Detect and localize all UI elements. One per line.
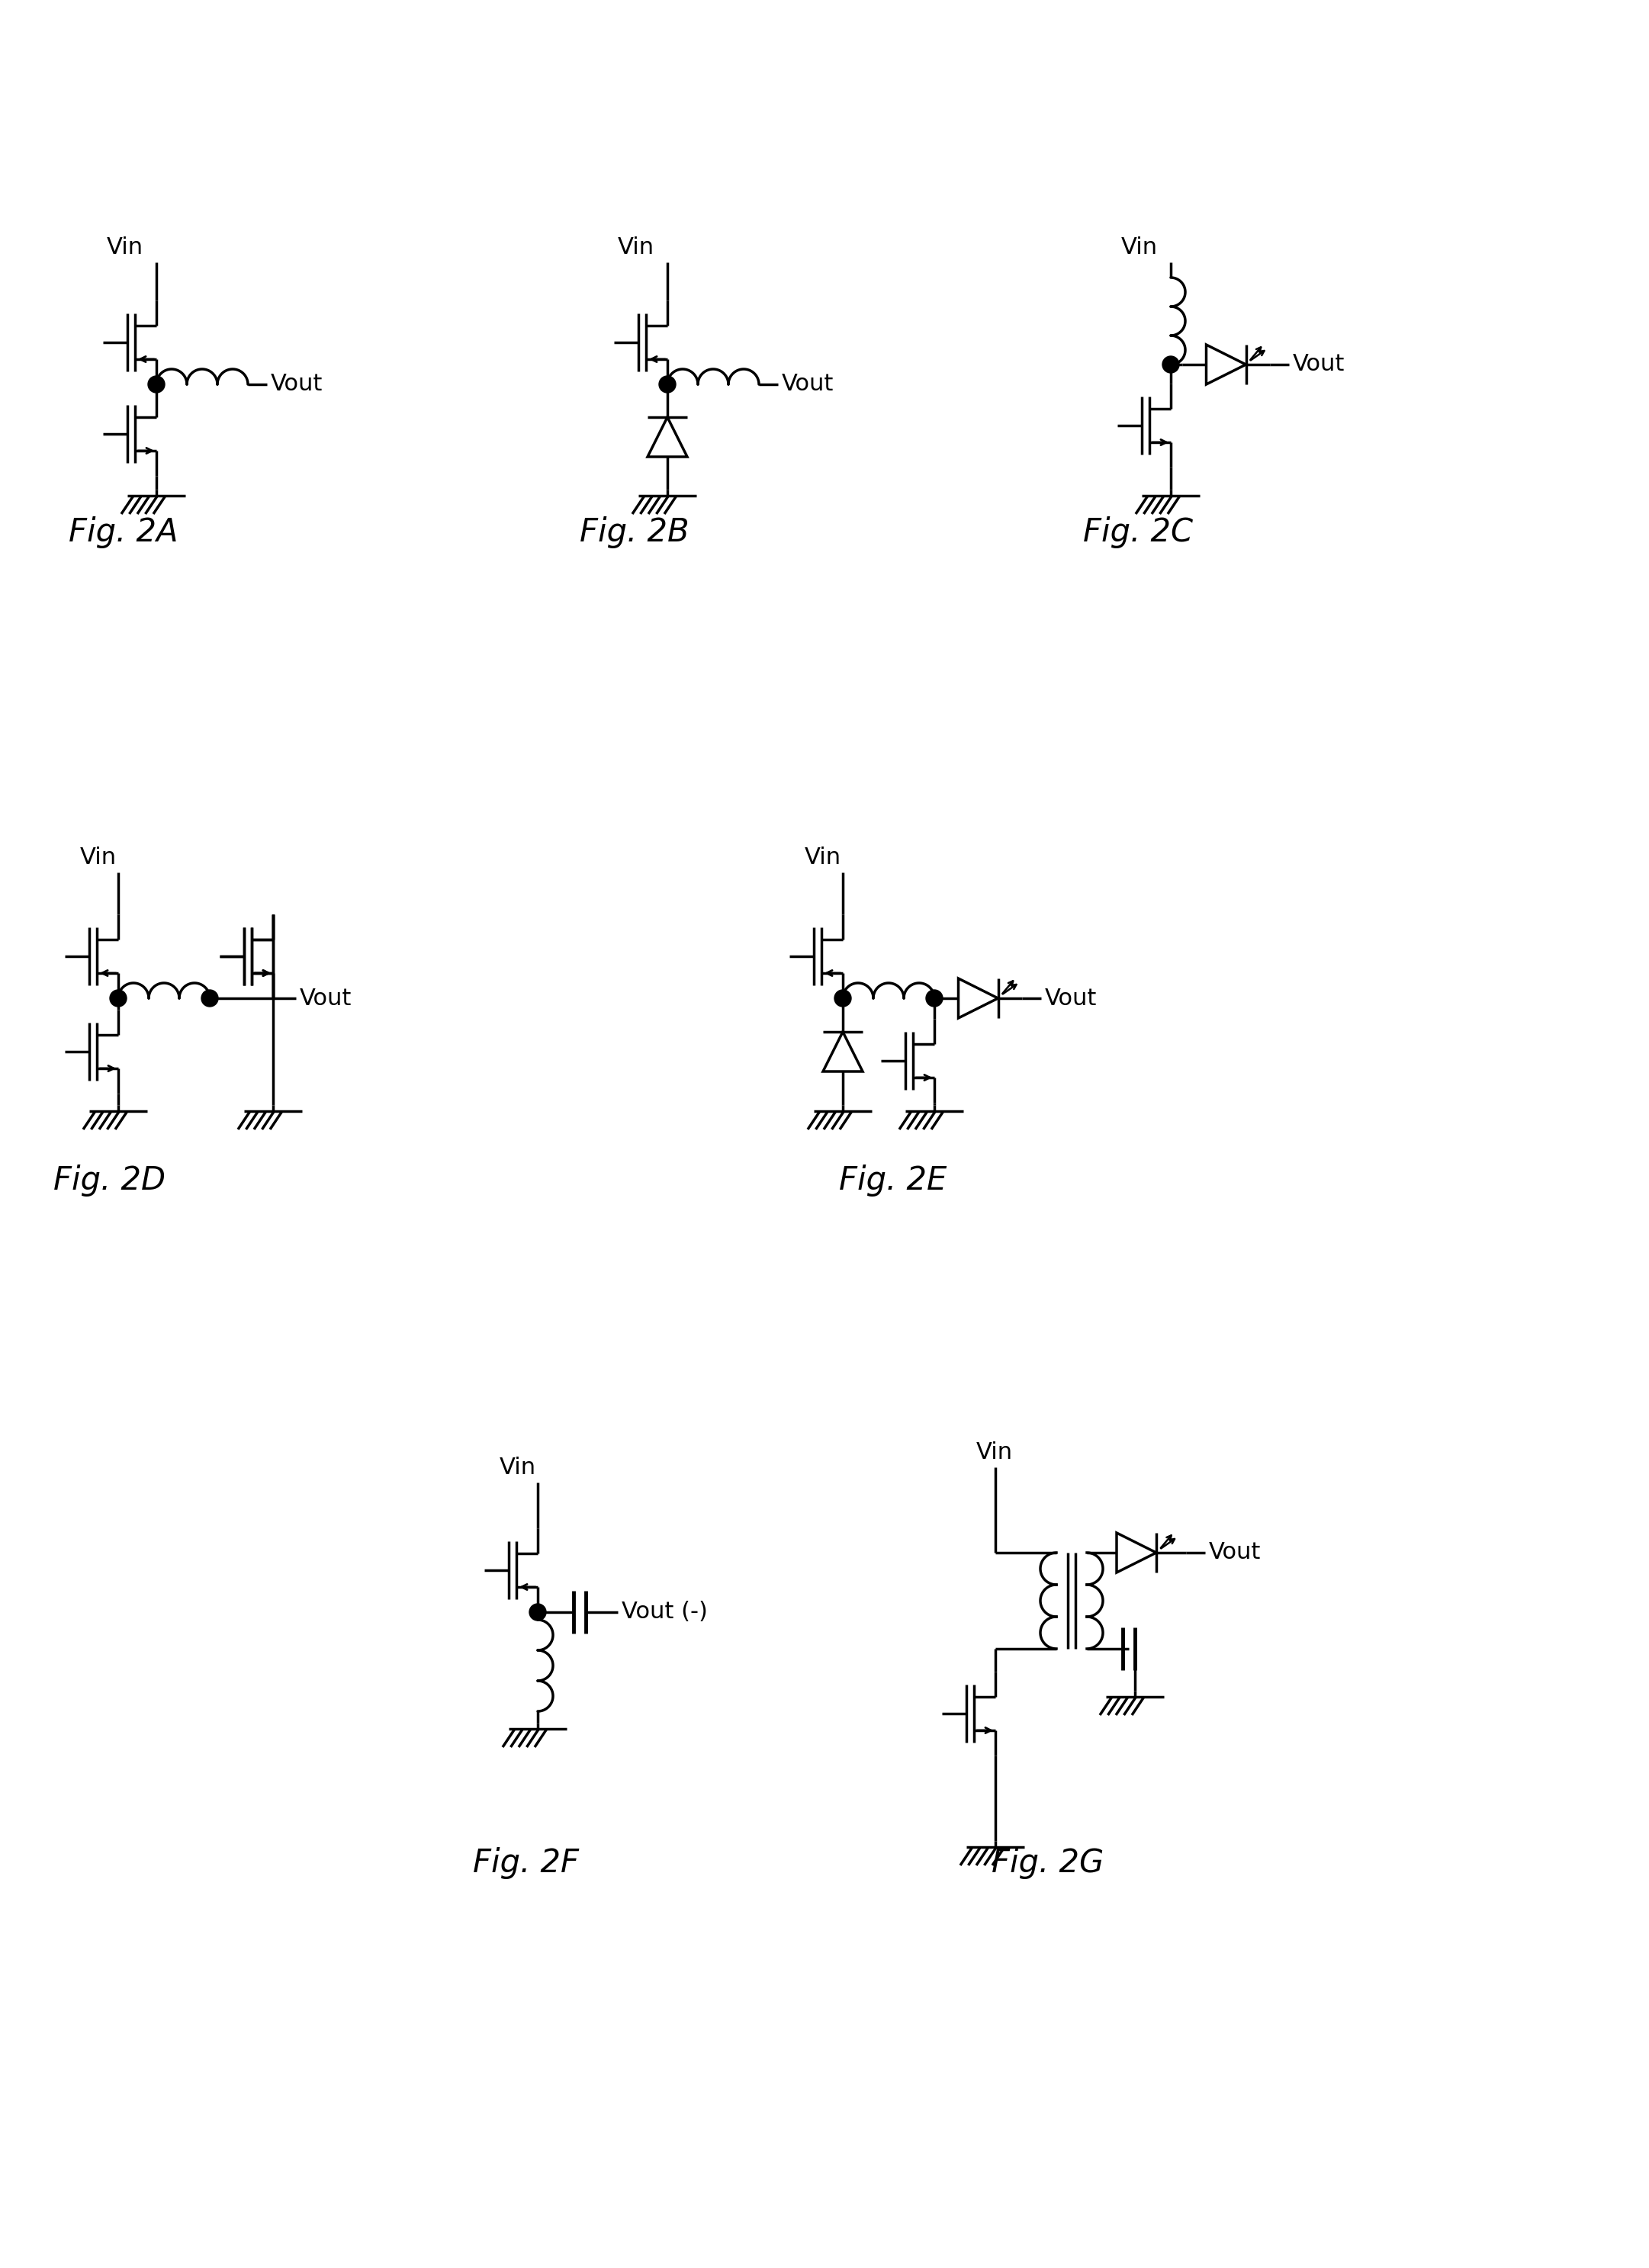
Text: Vout: Vout <box>270 374 323 395</box>
Text: Vout: Vout <box>300 987 351 1009</box>
Text: Vin: Vin <box>107 236 143 259</box>
Text: Fig. 2C: Fig. 2C <box>1083 517 1192 549</box>
Circle shape <box>927 989 943 1007</box>
Text: Fig. 2A: Fig. 2A <box>69 517 178 549</box>
Circle shape <box>660 376 676 392</box>
Text: Fig. 2G: Fig. 2G <box>991 1846 1103 1880</box>
Text: Vout: Vout <box>1045 987 1097 1009</box>
Circle shape <box>1163 356 1179 372</box>
Circle shape <box>148 376 165 392</box>
Text: Fig. 2E: Fig. 2E <box>839 1163 947 1198</box>
Circle shape <box>529 1603 546 1622</box>
Text: Vin: Vin <box>805 846 841 869</box>
Text: Vin: Vin <box>976 1442 1012 1463</box>
Circle shape <box>201 989 218 1007</box>
Circle shape <box>834 989 851 1007</box>
Text: Vin: Vin <box>618 236 655 259</box>
Text: Fig. 2B: Fig. 2B <box>580 517 689 549</box>
Text: Vout: Vout <box>782 374 834 395</box>
Text: Vin: Vin <box>500 1456 536 1479</box>
Text: Fig. 2F: Fig. 2F <box>473 1846 579 1880</box>
Circle shape <box>110 989 127 1007</box>
Text: Vin: Vin <box>1121 236 1158 259</box>
Text: Vin: Vin <box>81 846 117 869</box>
Text: Vout (-): Vout (-) <box>622 1601 707 1624</box>
Text: Fig. 2D: Fig. 2D <box>53 1163 165 1198</box>
Text: Vout: Vout <box>1293 354 1346 376</box>
Text: Vout: Vout <box>1209 1542 1261 1563</box>
